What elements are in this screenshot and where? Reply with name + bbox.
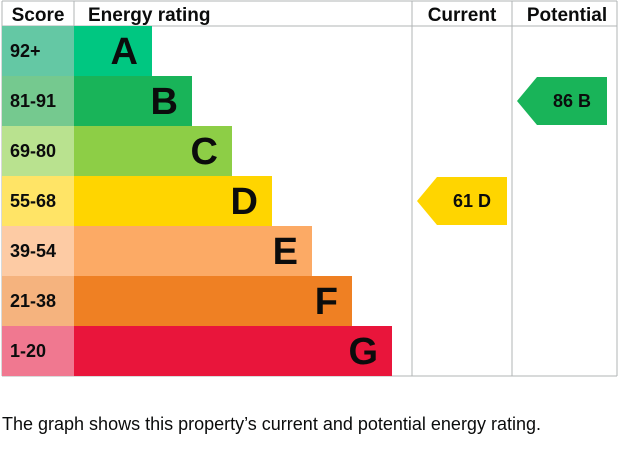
current-rating-arrow: 61 D (417, 177, 507, 225)
band-letter-f: F (315, 281, 338, 323)
band-letter-a: A (111, 31, 138, 73)
band-bar-g (74, 326, 392, 376)
epc-rating-chart: Score Energy rating Current Potential 92… (1, 0, 618, 377)
band-e: 39-54 E (2, 226, 312, 276)
score-range-g: 1-20 (10, 341, 46, 361)
band-f: 21-38 F (2, 276, 352, 326)
band-b: 81-91 B (2, 76, 192, 126)
header-current: Current (428, 5, 497, 26)
band-bar-c (74, 126, 232, 176)
band-bar-e (74, 226, 312, 276)
rating-bands: 92+ A 81-91 B 69-80 C 55-68 D 39-54 E 21-38 F 1-20 G (2, 26, 392, 376)
band-g: 1-20 G (2, 326, 392, 376)
score-range-d: 55-68 (10, 191, 56, 211)
score-cell-a (2, 26, 74, 76)
band-c: 69-80 C (2, 126, 232, 176)
band-letter-c: C (191, 131, 218, 173)
score-cell-f (2, 276, 74, 326)
band-bar-b (74, 76, 192, 126)
current-rating-arrow-label: 61 D (453, 191, 491, 211)
band-bar-a (74, 26, 152, 76)
band-bar-d (74, 176, 272, 226)
score-cell-c (2, 126, 74, 176)
band-a: 92+ A (2, 26, 152, 76)
rating-arrows: 61 D 86 B (417, 77, 607, 225)
chart-caption: The graph shows this property’s current … (2, 414, 541, 434)
band-letter-b: B (151, 81, 178, 123)
score-range-f: 21-38 (10, 291, 56, 311)
score-cell-g (2, 326, 74, 376)
score-range-a: 92+ (10, 41, 41, 61)
score-cell-b (2, 76, 74, 126)
score-range-e: 39-54 (10, 241, 56, 261)
score-range-b: 81-91 (10, 91, 56, 111)
chart-headers: Score Energy rating Current Potential (12, 5, 608, 26)
potential-rating-arrow: 86 B (517, 77, 607, 125)
band-letter-g: G (348, 331, 378, 373)
header-score: Score (12, 5, 65, 26)
header-potential: Potential (527, 5, 607, 26)
score-cell-d (2, 176, 74, 226)
potential-rating-arrow-shape (517, 77, 607, 125)
current-rating-arrow-shape (417, 177, 507, 225)
band-d: 55-68 D (2, 176, 272, 226)
band-letter-e: E (273, 231, 298, 273)
potential-rating-arrow-label: 86 B (553, 91, 591, 111)
score-range-c: 69-80 (10, 141, 56, 161)
band-bar-f (74, 276, 352, 326)
band-letter-d: D (231, 181, 258, 223)
score-cell-e (2, 226, 74, 276)
header-energy-rating: Energy rating (88, 5, 210, 26)
